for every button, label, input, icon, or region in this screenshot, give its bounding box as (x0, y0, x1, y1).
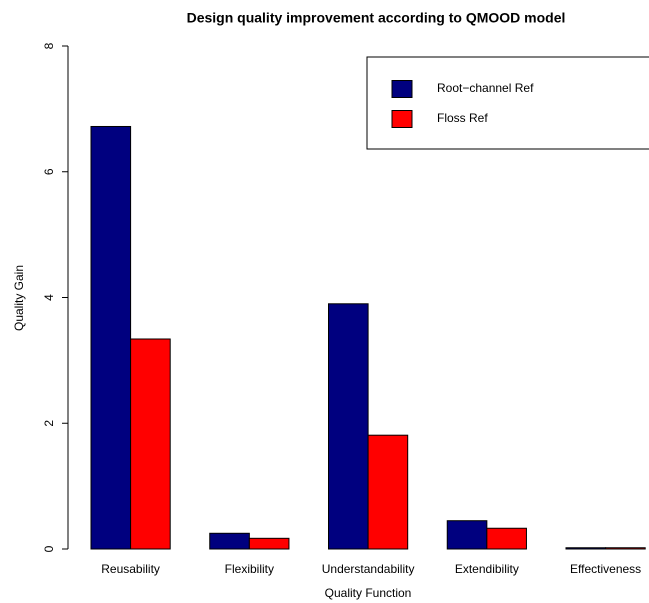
y-tick-label: 6 (42, 168, 56, 175)
bar (446, 520, 488, 550)
bar (605, 547, 646, 550)
y-tick-label: 0 (42, 545, 56, 552)
legend-swatch (391, 80, 413, 98)
bar (90, 125, 132, 550)
y-tick-label: 2 (42, 420, 56, 427)
legend-label: Root−channel Ref (437, 81, 534, 95)
x-tick-label: Understandability (322, 562, 415, 576)
bar (367, 434, 409, 550)
x-tick-label: Flexibility (225, 562, 274, 576)
x-tick-label: Reusability (101, 562, 160, 576)
bar (248, 537, 290, 550)
x-tick-label: Effectiveness (570, 562, 641, 576)
bar (565, 547, 607, 550)
x-axis-label: Quality Function (325, 586, 412, 600)
legend-box (366, 56, 649, 150)
y-axis-label: Quality Gain (12, 265, 26, 331)
bar (209, 532, 250, 550)
bar (328, 303, 369, 550)
bar (130, 338, 171, 550)
x-tick-label: Extendibility (455, 562, 519, 576)
y-tick-label: 4 (42, 294, 56, 301)
legend-swatch (391, 110, 413, 128)
bar (486, 527, 527, 550)
y-tick-label: 8 (42, 42, 56, 49)
chart-title: Design quality improvement according to … (187, 10, 566, 26)
legend-label: Floss Ref (437, 111, 488, 125)
